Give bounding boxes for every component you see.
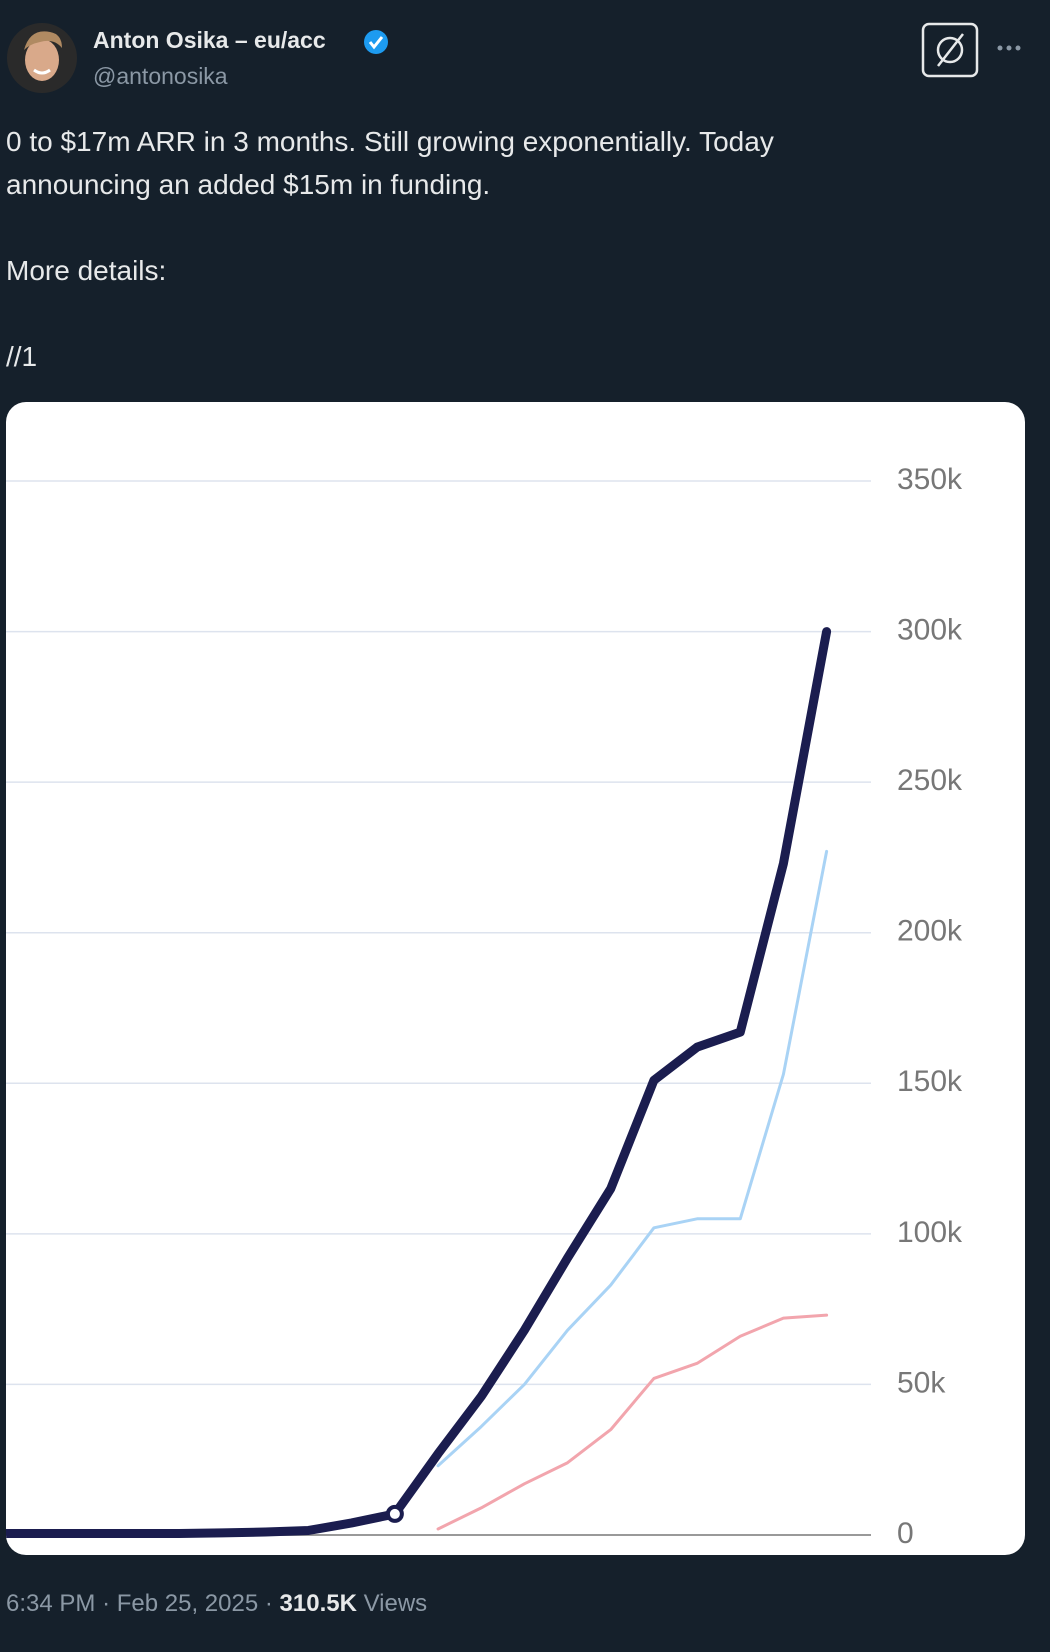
more-button[interactable] (997, 45, 1021, 51)
date[interactable]: Feb 25, 2025 (116, 1590, 259, 1617)
y-tick-label: 150k (897, 1065, 963, 1098)
y-tick-label: 250k (897, 764, 963, 797)
chart-card (6, 402, 1025, 1555)
series-line (436, 849, 829, 1468)
y-tick-label: 50k (897, 1366, 946, 1399)
y-tick-label: 300k (897, 613, 963, 646)
time[interactable]: 6:34 PM (6, 1590, 96, 1617)
chart[interactable]: 0 50k 100k 150k 200k 250k 300k 350k (6, 402, 1025, 1555)
y-tick-label: 100k (897, 1216, 963, 1249)
plot-area: 0 50k 100k 150k 200k 250k 300k 350k (6, 463, 963, 1550)
point-marker (385, 1504, 404, 1523)
verified-badge (364, 30, 388, 54)
tweet-text: 0 to $17m ARR in 3 months. Still growing… (6, 120, 876, 421)
avatar[interactable] (7, 23, 77, 93)
paragraph: 0 to $17m ARR in 3 months. Still growing… (6, 126, 774, 200)
paragraph: //1 (6, 341, 38, 372)
view-count: 310.5K (279, 1590, 357, 1617)
views-label: Views (363, 1590, 428, 1617)
separator: · (264, 1590, 273, 1617)
separator: · (102, 1590, 111, 1617)
tweet-meta: 6:34 PM · Feb 25, 2025 · 310.5K Views (6, 1590, 427, 1618)
y-tick-label: 200k (897, 915, 963, 948)
header-icons (7, 22, 1021, 93)
paragraph: More details: (6, 255, 167, 286)
grok-button[interactable] (921, 22, 979, 78)
y-tick-label: 0 (897, 1517, 914, 1550)
author-name[interactable]: Anton Osika – eu/acc (93, 27, 326, 53)
series-line (6, 627, 832, 1538)
y-tick-label: 350k (897, 463, 963, 496)
series-line (436, 1313, 829, 1531)
author-handle[interactable]: @antonosika (93, 63, 228, 89)
